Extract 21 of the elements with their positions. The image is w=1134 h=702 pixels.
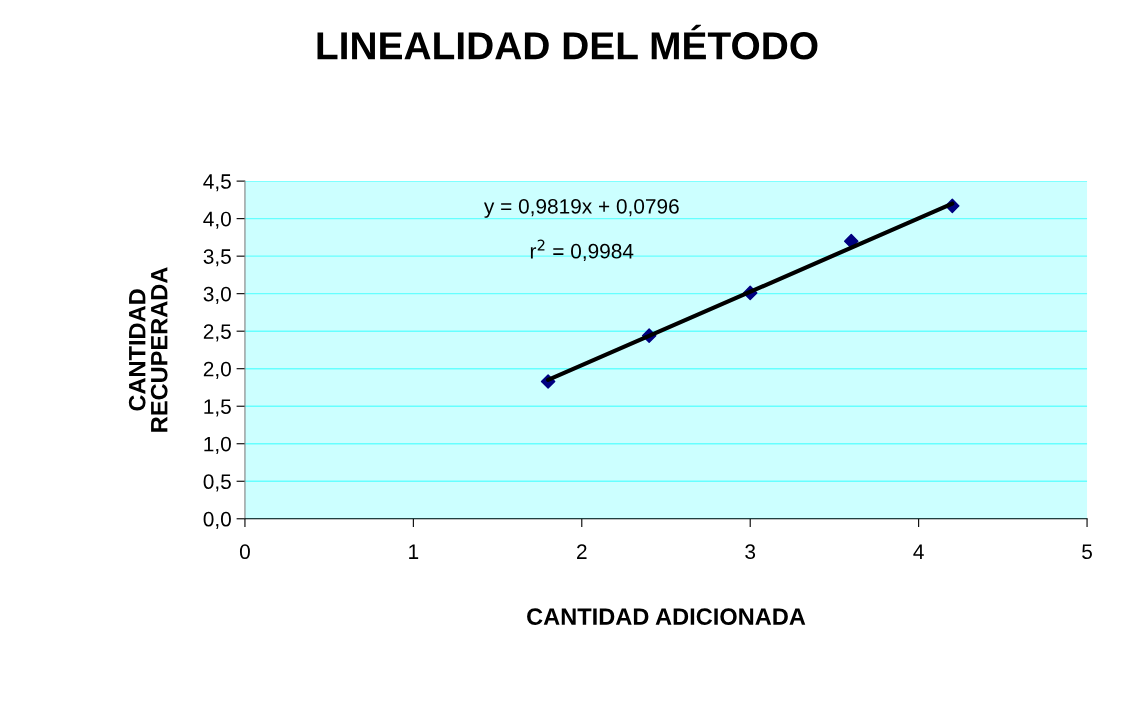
y-tick-label: 2,0 xyxy=(203,361,231,379)
y-tick-label: 1,5 xyxy=(204,399,231,417)
annotation: r$^{2}$ = 0,9984 xyxy=(530,239,634,262)
y-tick-label: 4,5 xyxy=(203,174,231,192)
y-tick-label: 3,0 xyxy=(203,286,231,304)
y-tick-label: 1,0 xyxy=(204,436,231,454)
y-tick-label: 2,5 xyxy=(203,324,231,342)
y-tick-label: 0,5 xyxy=(203,474,231,492)
y-axis-title: CANTIDAD RECUPERADA xyxy=(128,267,168,432)
chart-title: LINEALIDAD DEL MÉTODO xyxy=(317,24,818,60)
annotation: y = 0,9819x + 0,0796 xyxy=(483,198,679,218)
x-tick-label: 3 xyxy=(745,544,756,560)
x-tick-label: 2 xyxy=(577,544,587,559)
x-axis-title: CANTIDAD ADICIONADA xyxy=(527,608,806,625)
y-tick-label: 4,0 xyxy=(203,211,231,229)
x-tick-label: 0 xyxy=(239,544,250,560)
x-tick-label: 4 xyxy=(913,544,924,559)
x-tick-label: 1 xyxy=(409,544,419,559)
y-tick-label: 3,5 xyxy=(203,249,231,267)
y-tick-label: 0,0 xyxy=(203,511,231,529)
x-tick-label: 5 xyxy=(1082,544,1092,560)
